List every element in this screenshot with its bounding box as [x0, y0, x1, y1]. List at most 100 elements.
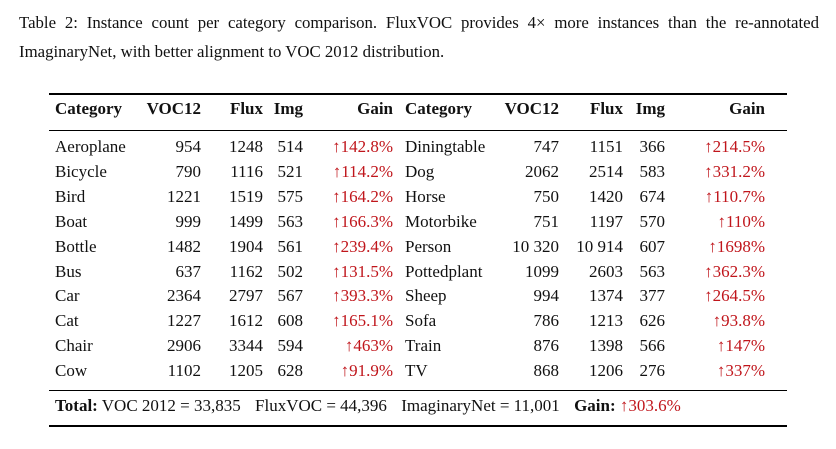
- left-category-cell: Aeroplane: [55, 137, 126, 156]
- caption-label: Table 2:: [19, 13, 78, 32]
- right-category-cell: Horse: [405, 186, 446, 206]
- right-voc12-cell: 751: [533, 211, 560, 231]
- table-row: Boat 999 1499 563 ↑166.3% Motorbike 751 1197 570…: [49, 210, 777, 235]
- right-flux-cell: 2514: [589, 161, 623, 181]
- total-voc: VOC 2012 = 33,835: [101, 396, 241, 415]
- right-flux-cell: 1151: [589, 137, 623, 156]
- left-img-cell: 628: [277, 361, 304, 381]
- right-category-cell: Motorbike: [405, 211, 477, 231]
- right-voc12-cell: 868: [533, 361, 560, 381]
- right-gain-cell: ↑147%: [716, 336, 765, 356]
- right-flux-cell: 1374: [589, 286, 623, 306]
- left-voc12-cell: 999: [175, 211, 202, 231]
- header-flux-right: Flux: [589, 99, 623, 118]
- table-row: Bicycle 790 1116 521 ↑114.2% Dog 2062 2514 583 ↑3…: [49, 160, 777, 185]
- header-rule: [49, 130, 787, 131]
- right-gain-cell: ↑337%: [716, 361, 765, 381]
- left-img-cell: 567: [277, 286, 304, 306]
- left-flux-cell: 1499: [229, 211, 263, 231]
- right-gain-cell: ↑331.2%: [704, 161, 765, 181]
- right-img-cell: 583: [639, 161, 666, 181]
- left-category-cell: Bird: [55, 186, 86, 206]
- left-voc12-cell: 1482: [167, 236, 201, 256]
- left-category-cell: Boat: [55, 211, 88, 231]
- right-category-cell: Pottedplant: [405, 261, 483, 281]
- table-caption: Table 2: Instance count per category com…: [19, 8, 819, 66]
- bottom-rule: [49, 425, 787, 427]
- left-category-cell: Cat: [55, 311, 79, 331]
- header-flux: Flux: [229, 99, 263, 118]
- left-flux-cell: 1205: [229, 361, 263, 381]
- right-voc12-cell: 1099: [525, 261, 559, 281]
- left-voc12-cell: 954: [175, 137, 202, 156]
- table-row: Chair 2906 3344 594 ↑463% Train 876 1398 566 ↑147…: [49, 334, 777, 359]
- right-flux-cell: 1398: [589, 336, 623, 356]
- left-flux-cell: 1116: [230, 161, 263, 181]
- left-img-cell: 594: [277, 336, 304, 356]
- right-flux-cell: 10 914: [576, 236, 623, 256]
- right-img-cell: 276: [639, 361, 666, 381]
- left-img-cell: 561: [277, 236, 304, 256]
- header-voc12-right: VOC12: [504, 99, 559, 118]
- left-img-cell: 608: [277, 311, 304, 331]
- caption-text: Instance count per category comparison. …: [19, 13, 819, 61]
- table-header: Category VOC12 Flux Img Gain Category VO…: [49, 97, 777, 122]
- right-voc12-cell: 2062: [525, 161, 559, 181]
- header-img-right: Img: [635, 99, 665, 118]
- left-flux-cell: 1519: [229, 186, 263, 206]
- left-category-cell: Chair: [55, 336, 93, 356]
- right-category-cell: Sheep: [405, 286, 447, 306]
- right-img-cell: 674: [639, 186, 666, 206]
- right-category-cell: Sofa: [405, 311, 437, 331]
- right-gain-cell: ↑93.8%: [712, 311, 765, 331]
- left-img-cell: 502: [277, 261, 304, 281]
- right-img-cell: 570: [639, 211, 666, 231]
- right-img-cell: 626: [639, 311, 666, 331]
- left-gain-cell: ↑131.5%: [332, 261, 393, 281]
- left-voc12-cell: 637: [175, 261, 202, 281]
- left-flux-cell: 3344: [229, 336, 263, 356]
- right-category-cell: Train: [405, 336, 442, 356]
- left-flux-cell: 1612: [229, 311, 263, 331]
- right-category-cell: Person: [405, 236, 452, 256]
- right-flux-cell: 1420: [589, 186, 623, 206]
- right-gain-cell: ↑362.3%: [704, 261, 765, 281]
- right-flux-cell: 1206: [589, 361, 623, 381]
- left-img-cell: 563: [277, 211, 304, 231]
- table-row: Cat 1227 1612 608 ↑165.1% Sofa 786 1213 626 ↑93.8…: [49, 309, 777, 334]
- left-gain-cell: ↑239.4%: [332, 236, 393, 256]
- right-img-cell: 366: [639, 137, 666, 156]
- left-gain-cell: ↑142.8%: [332, 137, 393, 156]
- left-flux-cell: 1248: [229, 137, 263, 156]
- left-gain-cell: ↑114.2%: [332, 161, 393, 181]
- right-voc12-cell: 786: [533, 311, 560, 331]
- left-gain-cell: ↑91.9%: [340, 361, 393, 381]
- left-voc12-cell: 2906: [167, 336, 201, 356]
- left-voc12-cell: 2364: [167, 286, 201, 306]
- left-voc12-cell: 790: [175, 161, 202, 181]
- right-gain-cell: ↑1698%: [708, 236, 765, 256]
- right-voc12-cell: 994: [533, 286, 560, 306]
- right-img-cell: 607: [639, 236, 666, 256]
- left-voc12-cell: 1221: [167, 186, 201, 206]
- right-gain-cell: ↑214.5%: [704, 137, 765, 156]
- right-img-cell: 377: [639, 286, 666, 306]
- left-img-cell: 575: [277, 186, 304, 206]
- right-flux-cell: 1197: [589, 211, 623, 231]
- left-gain-cell: ↑165.1%: [332, 311, 393, 331]
- right-category-cell: Dog: [405, 161, 435, 181]
- table-row: Cow 1102 1205 628 ↑91.9% TV 868 1206 276 ↑337%: [49, 359, 777, 384]
- left-flux-cell: 2797: [229, 286, 263, 306]
- header-category-right: Category: [405, 99, 473, 118]
- header-category: Category: [55, 99, 123, 118]
- left-flux-cell: 1904: [229, 236, 263, 256]
- left-gain-cell: ↑166.3%: [332, 211, 393, 231]
- right-category-cell: TV: [405, 361, 428, 381]
- table-row: Bird 1221 1519 575 ↑164.2% Horse 750 1420 674 ↑11…: [49, 185, 777, 210]
- right-img-cell: 563: [639, 261, 666, 281]
- top-rule: [49, 93, 787, 95]
- header-gain: Gain: [357, 99, 393, 118]
- right-category-cell: Diningtable: [405, 137, 486, 156]
- right-gain-cell: ↑264.5%: [704, 286, 765, 306]
- left-img-cell: 521: [277, 161, 304, 181]
